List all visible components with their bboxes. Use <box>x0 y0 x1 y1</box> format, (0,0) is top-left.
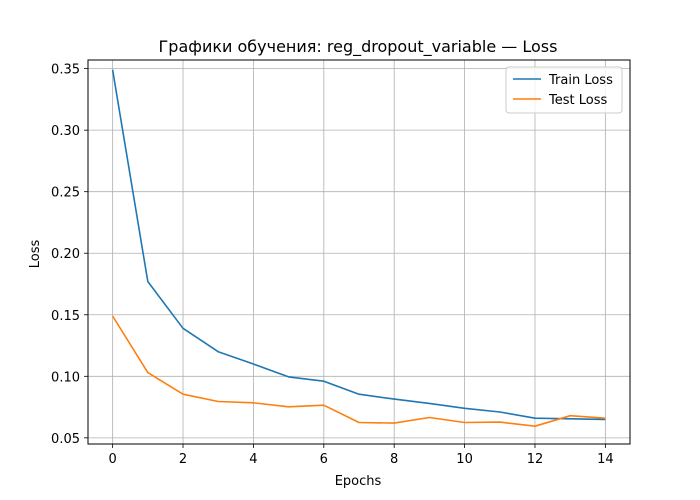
x-tick-label: 0 <box>108 452 116 467</box>
y-tick-label: 0.15 <box>51 309 80 324</box>
y-tick-label: 0.20 <box>51 247 80 262</box>
x-axis-label: Epochs <box>335 474 382 489</box>
x-tick-label: 4 <box>249 452 257 467</box>
y-axis: 0.05 0.10 0.15 0.20 0.25 0.30 0.35 <box>51 63 88 447</box>
y-axis-label: Loss <box>28 240 43 269</box>
y-tick-label: 0.25 <box>51 186 80 201</box>
y-tick-label: 0.10 <box>51 370 80 385</box>
x-tick-label: 2 <box>179 452 187 467</box>
legend-label: Train Loss <box>548 73 613 88</box>
plot-frame <box>87 59 631 445</box>
series-line-test-loss <box>111 315 606 428</box>
x-axis: 0 2 4 6 8 10 12 14 <box>108 444 614 467</box>
legend: Train Loss Test Loss <box>505 66 623 114</box>
grid <box>88 60 630 444</box>
x-tick-label: 10 <box>456 452 473 467</box>
x-tick-label: 6 <box>320 452 328 467</box>
y-tick-label: 0.35 <box>51 63 80 78</box>
series-lines <box>111 69 606 428</box>
y-tick-label: 0.05 <box>51 432 80 447</box>
legend-label: Test Loss <box>548 93 607 108</box>
x-tick-label: 12 <box>527 452 544 467</box>
y-tick-label: 0.30 <box>51 124 80 139</box>
x-tick-label: 8 <box>390 452 398 467</box>
x-tick-label: 14 <box>597 452 614 467</box>
chart-title: Графики обучения: reg_dropout_variable —… <box>159 37 558 57</box>
series-line-train-loss <box>111 69 606 421</box>
